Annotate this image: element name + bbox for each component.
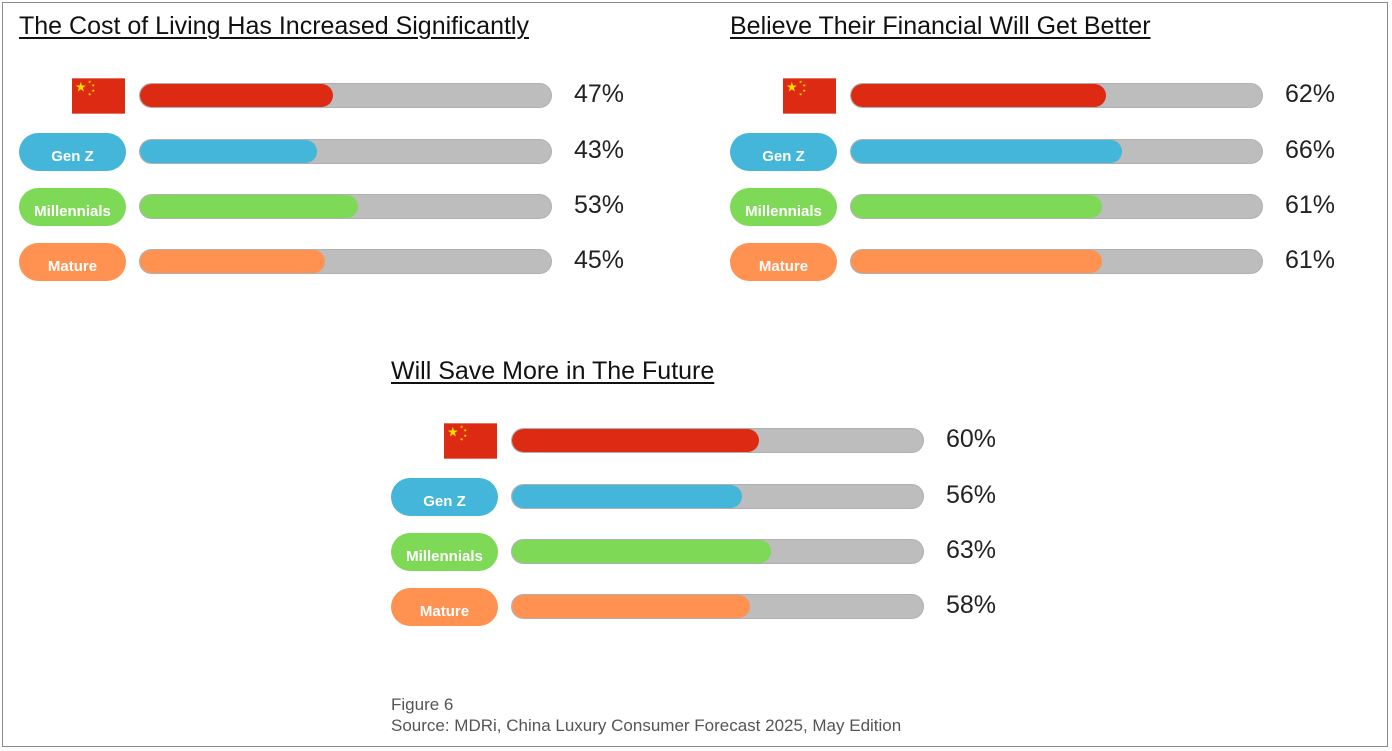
bar-row-mature: Mature 61% bbox=[730, 242, 1350, 282]
bar-track bbox=[850, 249, 1263, 274]
value-label: 53% bbox=[574, 191, 625, 219]
bar-row-millennials: Millennials 63% bbox=[391, 532, 1011, 572]
source-note: Source: MDRi, China Luxury Consumer Fore… bbox=[391, 716, 902, 735]
bar-gen-z bbox=[140, 140, 317, 163]
bar-mature bbox=[140, 250, 325, 273]
bar-track bbox=[511, 539, 924, 564]
value-label: 43% bbox=[574, 136, 625, 164]
bar-track bbox=[511, 594, 924, 619]
category-label-gen-z: Gen Z bbox=[19, 133, 126, 171]
bar-gen-z bbox=[512, 485, 743, 508]
value-label: 66% bbox=[1285, 136, 1336, 164]
bar-millennials bbox=[512, 540, 771, 563]
bar-track bbox=[139, 194, 552, 219]
bar-track bbox=[511, 484, 924, 509]
value-label: 61% bbox=[1285, 246, 1336, 274]
category-label-millennials: Millennials bbox=[391, 533, 498, 571]
china-flag-icon bbox=[783, 78, 836, 114]
bar-row-china: 62% bbox=[730, 76, 1350, 116]
chart-panel-financial-better: Believe Their Financial Will Get Better … bbox=[730, 12, 1370, 292]
category-label-mature: Mature bbox=[730, 243, 837, 281]
bar-gen-z bbox=[851, 140, 1123, 163]
bar-track bbox=[850, 83, 1263, 108]
bar-china bbox=[512, 429, 759, 452]
value-label: 58% bbox=[946, 591, 997, 619]
bar-row-gen-z: Gen Z 56% bbox=[391, 477, 1011, 517]
value-label: 45% bbox=[574, 246, 625, 274]
value-label: 60% bbox=[946, 425, 997, 453]
value-label: 47% bbox=[574, 80, 625, 108]
bar-row-gen-z: Gen Z 66% bbox=[730, 132, 1350, 172]
chart-panel-save-more: Will Save More in The Future 60% Gen Z 56%… bbox=[391, 357, 1031, 637]
bar-row-mature: Mature 58% bbox=[391, 587, 1011, 627]
bar-millennials bbox=[851, 195, 1102, 218]
bar-row-millennials: Millennials 53% bbox=[19, 187, 639, 227]
bar-china bbox=[851, 84, 1106, 107]
bar-track bbox=[511, 428, 924, 453]
bar-mature bbox=[512, 595, 751, 618]
value-label: 63% bbox=[946, 536, 997, 564]
bar-row-gen-z: Gen Z 43% bbox=[19, 132, 639, 172]
chart-title: Will Save More in The Future bbox=[391, 357, 715, 385]
value-label: 61% bbox=[1285, 191, 1336, 219]
bar-track bbox=[850, 194, 1263, 219]
value-label: 56% bbox=[946, 481, 997, 509]
value-label: 62% bbox=[1285, 80, 1336, 108]
bar-millennials bbox=[140, 195, 358, 218]
bar-track bbox=[850, 139, 1263, 164]
bar-row-mature: Mature 45% bbox=[19, 242, 639, 282]
china-flag-icon bbox=[444, 423, 497, 459]
category-label-millennials: Millennials bbox=[730, 188, 837, 226]
bar-china bbox=[140, 84, 334, 107]
bar-row-china: 47% bbox=[19, 76, 639, 116]
category-label-millennials: Millennials bbox=[19, 188, 126, 226]
chart-panel-cost-of-living: The Cost of Living Has Increased Signifi… bbox=[19, 12, 659, 292]
category-label-mature: Mature bbox=[19, 243, 126, 281]
chart-title: Believe Their Financial Will Get Better bbox=[730, 12, 1151, 40]
category-label-gen-z: Gen Z bbox=[730, 133, 837, 171]
china-flag-icon bbox=[72, 78, 125, 114]
category-label-mature: Mature bbox=[391, 588, 498, 626]
chart-title: The Cost of Living Has Increased Signifi… bbox=[19, 12, 529, 40]
figure-number: Figure 6 bbox=[391, 695, 454, 714]
bar-track bbox=[139, 139, 552, 164]
bar-track bbox=[139, 249, 552, 274]
bar-mature bbox=[851, 250, 1102, 273]
bar-row-china: 60% bbox=[391, 421, 1011, 461]
bar-row-millennials: Millennials 61% bbox=[730, 187, 1350, 227]
bar-track bbox=[139, 83, 552, 108]
category-label-gen-z: Gen Z bbox=[391, 478, 498, 516]
